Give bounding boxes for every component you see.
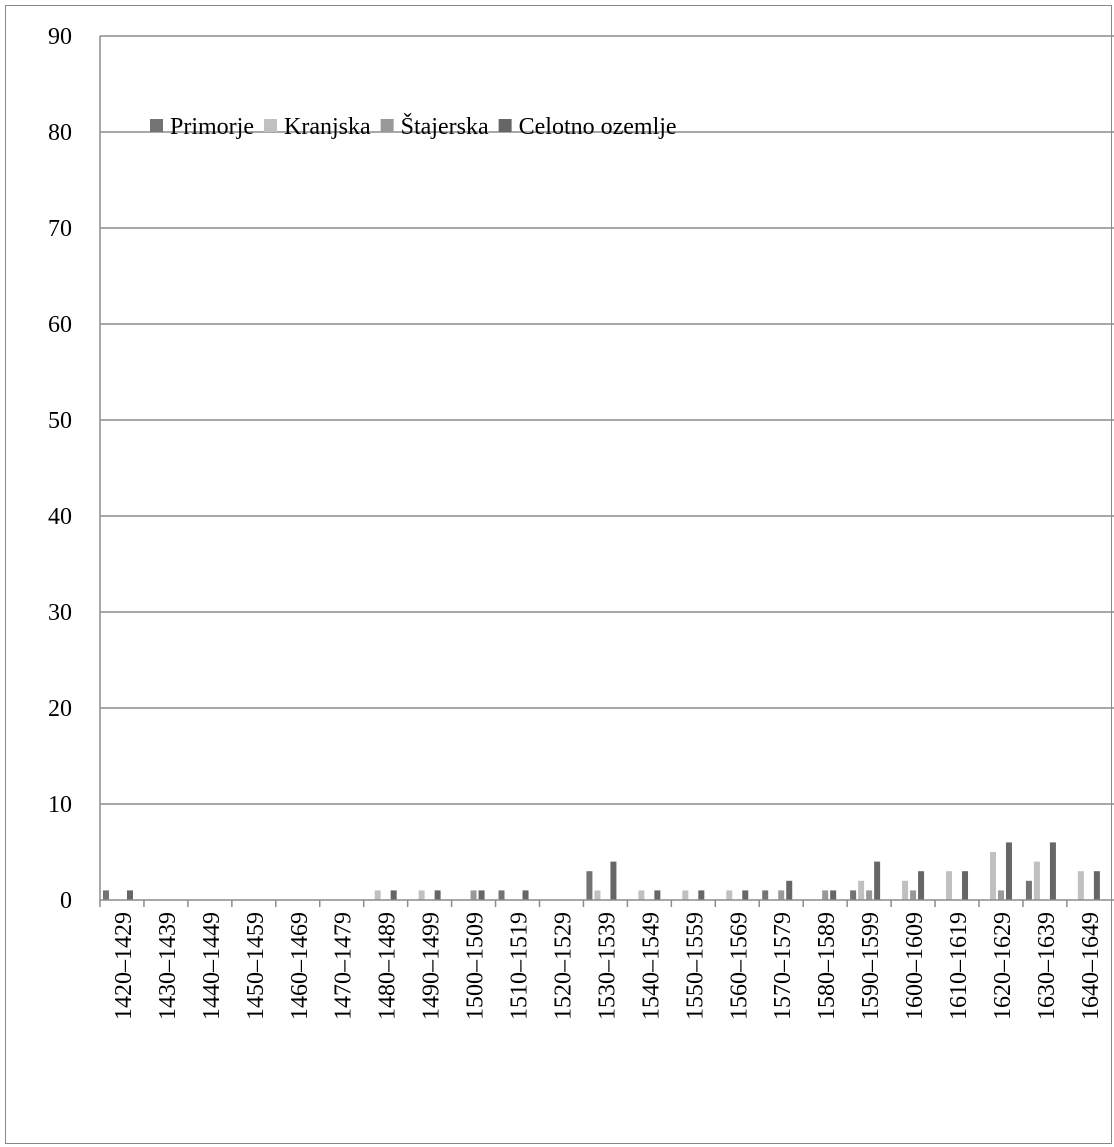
bar-kranjska bbox=[1077, 871, 1084, 900]
y-tick-labels: 0 10 20 30 40 50 60 70 80 90 bbox=[48, 24, 72, 914]
x-tick-label: 1460–1469 bbox=[287, 912, 313, 1020]
x-tick-label: 1530–1539 bbox=[594, 912, 620, 1020]
x-tick-label: 1590–1599 bbox=[858, 912, 884, 1020]
y-tick-label: 50 bbox=[48, 408, 72, 434]
bar-štajerska bbox=[822, 890, 829, 900]
bar-primorje bbox=[850, 890, 857, 900]
gridlines bbox=[100, 35, 1114, 805]
bar-celotno-ozemlje bbox=[962, 871, 969, 900]
x-tick-label: 1620–1629 bbox=[990, 912, 1016, 1020]
bar-celotno-ozemlje bbox=[654, 890, 661, 900]
y-tick-label: 30 bbox=[48, 600, 72, 626]
bar-kranjska bbox=[638, 890, 645, 900]
x-tick-label: 1450–1459 bbox=[243, 912, 269, 1020]
bar-kranjska bbox=[946, 871, 953, 900]
y-tick-label: 20 bbox=[48, 696, 72, 722]
bar-celotno-ozemlje bbox=[918, 871, 925, 900]
bar-primorje bbox=[498, 890, 505, 900]
legend-swatch bbox=[380, 119, 394, 132]
x-tick-label: 1510–1519 bbox=[507, 912, 533, 1020]
chart-frame bbox=[5, 5, 1112, 1144]
x-tick-label: 1540–1549 bbox=[638, 912, 664, 1020]
x-tick-label: 1570–1579 bbox=[770, 912, 796, 1020]
legend-label: Primorje bbox=[170, 114, 254, 140]
bar-primorje bbox=[102, 890, 109, 900]
x-tick-label: 1550–1559 bbox=[682, 912, 708, 1020]
bar-štajerska bbox=[778, 890, 785, 900]
x-tick-label: 1480–1489 bbox=[375, 912, 401, 1020]
bar-celotno-ozemlje bbox=[1093, 871, 1100, 900]
bar-kranjska bbox=[1033, 861, 1040, 900]
bar-kranjska bbox=[858, 880, 865, 900]
legend-swatch bbox=[264, 119, 277, 132]
x-tick-label: 1430–1439 bbox=[155, 912, 181, 1020]
bar-celotno-ozemlje bbox=[1049, 842, 1056, 900]
x-tick-labels: 1420–1429 1430–1439 1440–1449 1450–1459 1460… bbox=[99, 900, 1104, 1020]
legend-swatch bbox=[498, 119, 512, 132]
y-tick-label: 60 bbox=[48, 312, 72, 338]
bar-celotno-ozemlje bbox=[478, 890, 485, 900]
legend-label: Štajerska bbox=[401, 113, 489, 140]
bar-celotno-ozemlje bbox=[434, 890, 441, 900]
axes bbox=[99, 36, 1114, 901]
legend-label: Celotno ozemlje bbox=[519, 114, 677, 140]
y-tick-label: 40 bbox=[48, 504, 72, 530]
bar-celotno-ozemlje bbox=[786, 880, 793, 900]
legend: Primorje Kranjska Štajerska Celotno ozemlje bbox=[150, 113, 677, 140]
bar-kranjska bbox=[418, 890, 425, 900]
bar-primorje bbox=[586, 871, 593, 900]
y-tick-label: 0 bbox=[60, 888, 72, 914]
bar-celotno-ozemlje bbox=[126, 890, 133, 900]
x-tick-label: 1440–1449 bbox=[199, 912, 225, 1020]
y-tick-label: 90 bbox=[48, 24, 72, 50]
bar-celotno-ozemlje bbox=[522, 890, 529, 900]
x-tick-label: 1500–1509 bbox=[463, 912, 489, 1020]
y-tick-label: 70 bbox=[48, 216, 72, 242]
bar-štajerska bbox=[470, 890, 477, 900]
x-tick-label: 1490–1499 bbox=[419, 912, 445, 1020]
bar-celotno-ozemlje bbox=[390, 890, 397, 900]
bar-štajerska bbox=[866, 890, 873, 900]
bar-kranjska bbox=[989, 852, 996, 900]
x-tick-label: 1600–1609 bbox=[902, 912, 928, 1020]
bar-kranjska bbox=[594, 890, 601, 900]
bar-kranjska bbox=[682, 890, 689, 900]
x-tick-label: 1420–1429 bbox=[111, 912, 137, 1020]
y-tick-label: 80 bbox=[48, 120, 72, 146]
bar-celotno-ozemlje bbox=[742, 890, 749, 900]
bars bbox=[102, 842, 1100, 900]
bar-štajerska bbox=[997, 890, 1004, 900]
legend-label: Kranjska bbox=[284, 114, 371, 140]
bar-celotno-ozemlje bbox=[874, 861, 881, 900]
bar-celotno-ozemlje bbox=[830, 890, 837, 900]
bar-primorje bbox=[1025, 880, 1032, 900]
bar-celotno-ozemlje bbox=[698, 890, 705, 900]
x-tick-label: 1630–1639 bbox=[1034, 912, 1060, 1020]
x-tick-label: 1640–1649 bbox=[1078, 912, 1104, 1020]
bar-primorje bbox=[762, 890, 769, 900]
y-tick-label: 10 bbox=[48, 792, 72, 818]
bar-kranjska bbox=[374, 890, 381, 900]
bar-štajerska bbox=[910, 890, 917, 900]
legend-swatch bbox=[150, 119, 163, 132]
bar-celotno-ozemlje bbox=[1005, 842, 1012, 900]
x-tick-label: 1520–1529 bbox=[550, 912, 576, 1020]
x-tick-label: 1610–1619 bbox=[946, 912, 972, 1020]
bar-kranjska bbox=[726, 890, 733, 900]
bar-celotno-ozemlje bbox=[610, 861, 617, 900]
bar-kranjska bbox=[902, 880, 909, 900]
x-tick-label: 1560–1569 bbox=[726, 912, 752, 1020]
x-tick-label: 1580–1589 bbox=[814, 912, 840, 1020]
x-tick-label: 1470–1479 bbox=[331, 912, 357, 1020]
